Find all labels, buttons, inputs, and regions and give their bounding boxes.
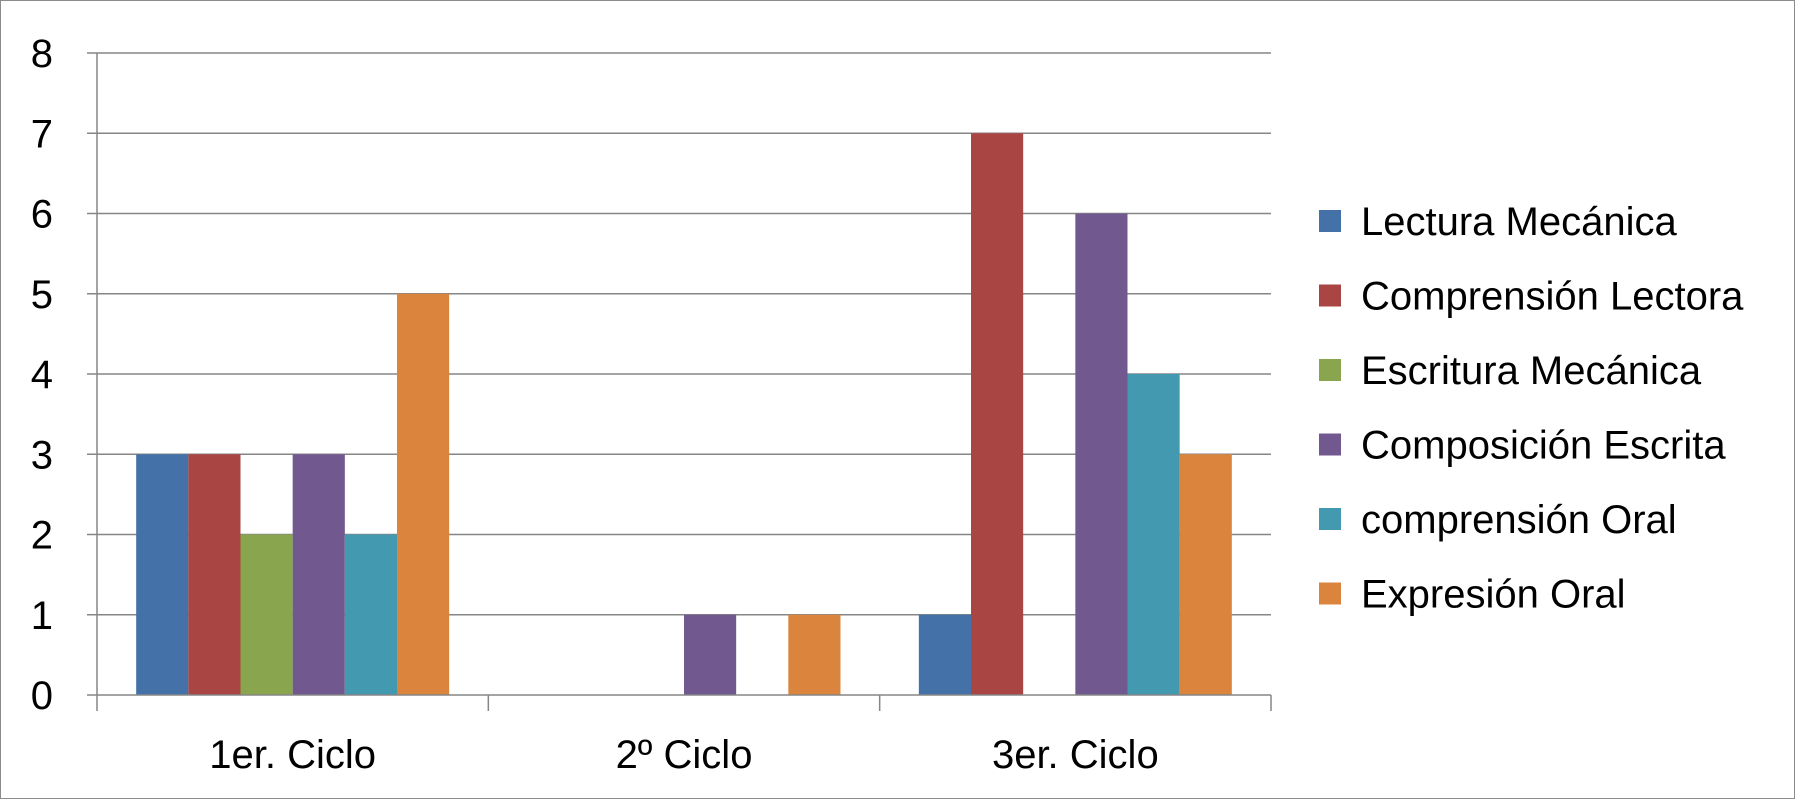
y-tick-label: 7 xyxy=(31,112,53,156)
bar-6-2 xyxy=(788,614,841,695)
bar-2-3 xyxy=(971,133,1024,695)
legend-label: comprensión Oral xyxy=(1361,498,1677,542)
bar-4-1 xyxy=(292,454,345,695)
legend-label: Lectura Mecánica xyxy=(1361,200,1677,244)
x-category-label: 1er. Ciclo xyxy=(209,733,376,777)
legend-swatch xyxy=(1319,582,1341,605)
y-tick-label: 1 xyxy=(31,594,53,638)
legend-swatch xyxy=(1319,284,1341,307)
legend-item[interactable]: Comprensión Lectora xyxy=(1319,275,1744,319)
bar-2-1 xyxy=(188,454,241,695)
legend-item[interactable]: Lectura Mecánica xyxy=(1319,200,1677,244)
bar-1-1 xyxy=(136,454,189,695)
y-tick-label: 3 xyxy=(31,433,53,477)
legend-label: Expresión Oral xyxy=(1361,573,1626,617)
legend-label: Escritura Mecánica xyxy=(1361,349,1702,393)
bar-3-1 xyxy=(240,534,293,695)
bar-1-3 xyxy=(918,614,972,695)
legend-swatch xyxy=(1319,433,1341,456)
legend-item[interactable]: comprensión Oral xyxy=(1319,498,1677,542)
y-tick-label: 2 xyxy=(31,514,53,558)
bar-6-1 xyxy=(396,293,450,695)
legend-item[interactable]: Composición Escrita xyxy=(1319,424,1726,468)
legend-swatch xyxy=(1319,359,1341,381)
bar-5-3 xyxy=(1127,374,1180,695)
legend-item[interactable]: Expresión Oral xyxy=(1319,573,1626,617)
x-category-label: 2º Ciclo xyxy=(616,733,753,777)
x-axis-categories: 1er. Ciclo 2º Ciclo 3er. Ciclo xyxy=(209,733,1158,777)
bar-4-2 xyxy=(684,614,737,695)
legend-label: Comprensión Lectora xyxy=(1361,275,1744,319)
y-tick-label: 0 xyxy=(31,674,53,718)
legend-swatch xyxy=(1319,210,1341,232)
bar-4-3 xyxy=(1075,213,1128,695)
y-tick-label: 8 xyxy=(31,32,53,76)
legend-label: Composición Escrita xyxy=(1361,424,1726,468)
y-tick-label: 5 xyxy=(31,273,53,317)
y-axis-ticks: 0 1 2 3 4 5 6 7 8 xyxy=(31,32,97,718)
bars xyxy=(136,133,1232,695)
y-tick-label: 6 xyxy=(31,193,53,237)
x-category-label: 3er. Ciclo xyxy=(992,733,1159,777)
legend[interactable]: Lectura Mecánica Comprensión Lectora Escri… xyxy=(1319,200,1744,617)
bar-6-3 xyxy=(1179,454,1232,695)
y-tick-label: 4 xyxy=(31,353,53,397)
legend-swatch xyxy=(1319,508,1341,530)
legend-item[interactable]: Escritura Mecánica xyxy=(1319,349,1702,393)
bar-5-1 xyxy=(344,534,397,695)
